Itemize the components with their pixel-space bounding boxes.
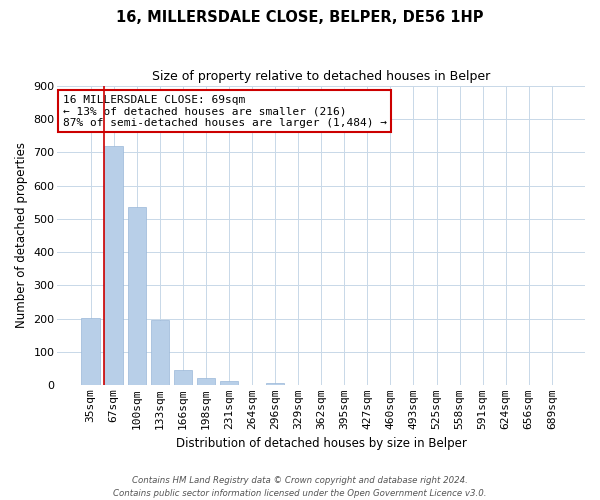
X-axis label: Distribution of detached houses by size in Belper: Distribution of detached houses by size … bbox=[176, 437, 467, 450]
Bar bbox=[151, 320, 169, 386]
Bar bbox=[104, 146, 123, 386]
Bar bbox=[220, 380, 238, 386]
Text: 16, MILLERSDALE CLOSE, BELPER, DE56 1HP: 16, MILLERSDALE CLOSE, BELPER, DE56 1HP bbox=[116, 10, 484, 25]
Bar bbox=[173, 370, 192, 386]
Bar bbox=[197, 378, 215, 386]
Bar bbox=[128, 207, 146, 386]
Bar bbox=[266, 382, 284, 386]
Title: Size of property relative to detached houses in Belper: Size of property relative to detached ho… bbox=[152, 70, 490, 83]
Bar bbox=[82, 318, 100, 386]
Text: 16 MILLERSDALE CLOSE: 69sqm
← 13% of detached houses are smaller (216)
87% of se: 16 MILLERSDALE CLOSE: 69sqm ← 13% of det… bbox=[63, 94, 387, 128]
Y-axis label: Number of detached properties: Number of detached properties bbox=[15, 142, 28, 328]
Text: Contains HM Land Registry data © Crown copyright and database right 2024.
Contai: Contains HM Land Registry data © Crown c… bbox=[113, 476, 487, 498]
